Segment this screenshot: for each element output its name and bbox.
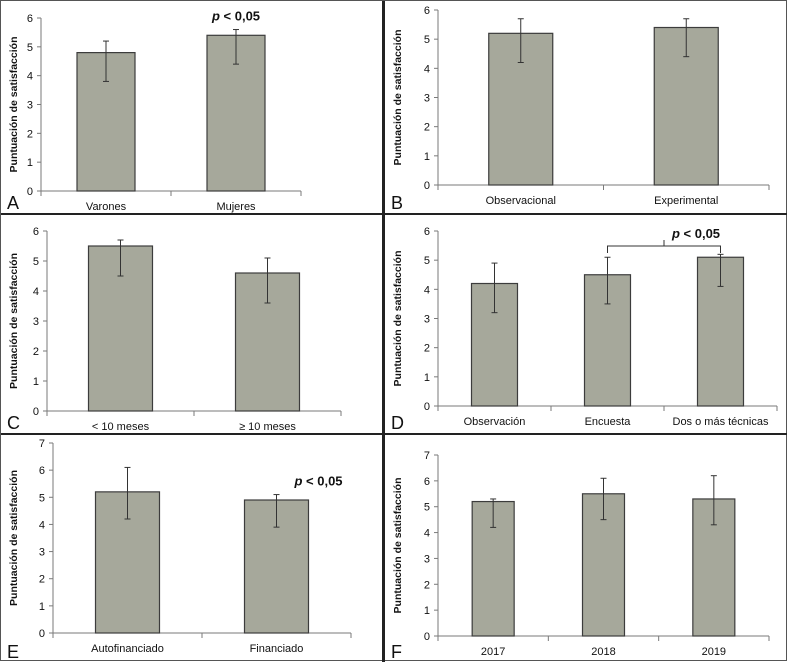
- y-tick-label: 6: [33, 226, 39, 238]
- panel-letter: E: [7, 642, 19, 662]
- y-tick-label: 3: [424, 553, 430, 565]
- chart-svg: 0 1 2 3 4 5 6 7 Puntuación de satisfacción 2017 20…: [391, 450, 770, 662]
- y-tick-label: 6: [424, 226, 430, 238]
- y-tick-label: 7: [424, 450, 430, 462]
- y-tick-label: 4: [424, 63, 430, 75]
- y-tick-label: 4: [424, 528, 430, 540]
- y-tick-label: 1: [39, 601, 45, 613]
- y-axis-label: Puntuación de satisfacción: [392, 251, 404, 387]
- y-tick-label: 1: [27, 157, 33, 169]
- category-label: Mujeres: [216, 201, 256, 213]
- y-tick-label: 7: [39, 438, 45, 450]
- category-label: 2018: [591, 646, 615, 658]
- y-tick-label: 4: [424, 284, 430, 296]
- category-label: Dos o más técnicas: [673, 416, 769, 428]
- chart-svg: 0 1 2 3 4 5 6 Puntuación de satisfacción Observa…: [391, 226, 778, 433]
- panel-letter: F: [391, 642, 402, 662]
- y-axis-label: Puntuación de satisfacción: [8, 470, 20, 606]
- vertical-divider: [382, 1, 385, 662]
- panel-letter: B: [391, 193, 403, 213]
- y-tick-label: 1: [424, 372, 430, 384]
- y-tick-label: 5: [33, 256, 39, 268]
- category-label: 2019: [702, 646, 726, 658]
- category-label: < 10 meses: [92, 421, 150, 433]
- chart-svg: 0 1 2 3 4 5 6 Puntuación de satisfacción < 10 me…: [7, 226, 342, 433]
- y-tick-label: 5: [424, 255, 430, 267]
- y-tick-label: 2: [424, 122, 430, 134]
- chart-svg: 0 1 2 3 4 5 6 Puntuación de satisfacción Varones…: [7, 9, 302, 213]
- y-tick-label: 1: [424, 605, 430, 617]
- y-tick-label: 2: [424, 579, 430, 591]
- y-tick-label: 3: [33, 316, 39, 328]
- horizontal-divider-1: [1, 213, 787, 215]
- category-label: Encuesta: [585, 416, 632, 428]
- y-tick-label: 2: [424, 343, 430, 355]
- category-label: Observacional: [486, 195, 556, 207]
- panel-f: 0 1 2 3 4 5 6 7 Puntuación de satisfacción 2017 20…: [385, 435, 787, 662]
- y-axis-label: Puntuación de satisfacción: [392, 30, 404, 166]
- y-tick-label: 6: [424, 476, 430, 488]
- panel-a: 0 1 2 3 4 5 6 Puntuación de satisfacción Varones…: [1, 1, 382, 213]
- y-tick-label: 6: [424, 5, 430, 17]
- panel-b: 0 1 2 3 4 5 6 Puntuación de satisfacción Observa…: [385, 1, 787, 213]
- panel-letter: A: [7, 193, 19, 213]
- y-axis-label: Puntuación de satisfacción: [392, 478, 404, 614]
- significance-bracket: [607, 240, 721, 253]
- y-tick-label: 0: [424, 401, 430, 413]
- y-tick-label: 2: [33, 346, 39, 358]
- category-label: Financiado: [250, 643, 304, 655]
- panel-letter: C: [7, 413, 20, 433]
- chart-svg: 0 1 2 3 4 5 6 7 Puntuación de satisfacción Autofi…: [7, 438, 352, 662]
- y-tick-label: 4: [33, 286, 39, 298]
- y-tick-label: 4: [27, 71, 33, 83]
- y-tick-label: 0: [33, 406, 39, 418]
- category-label: Observación: [464, 416, 526, 428]
- y-tick-label: 2: [27, 128, 33, 140]
- y-tick-label: 6: [27, 13, 33, 25]
- panel-e: 0 1 2 3 4 5 6 7 Puntuación de satisfacción Autofi…: [1, 435, 382, 662]
- category-label: Varones: [86, 201, 127, 213]
- y-tick-label: 6: [39, 465, 45, 477]
- y-tick-label: 0: [424, 631, 430, 643]
- y-tick-label: 3: [27, 100, 33, 112]
- y-tick-label: 1: [424, 151, 430, 163]
- y-tick-label: 5: [424, 502, 430, 514]
- category-label: Autofinanciado: [91, 643, 164, 655]
- y-tick-label: 5: [27, 42, 33, 54]
- y-tick-label: 4: [39, 519, 45, 531]
- y-tick-label: 5: [39, 492, 45, 504]
- y-tick-label: 3: [39, 547, 45, 559]
- panel-c: 0 1 2 3 4 5 6 Puntuación de satisfacción < 10 me…: [1, 215, 382, 433]
- horizontal-divider-2: [1, 433, 787, 435]
- y-tick-label: 3: [424, 93, 430, 105]
- y-axis-label: Puntuación de satisfacción: [8, 37, 20, 173]
- y-tick-label: 0: [424, 180, 430, 192]
- significance-annotation: p < 0,05: [211, 9, 260, 24]
- y-tick-label: 2: [39, 574, 45, 586]
- y-tick-label: 0: [27, 186, 33, 198]
- y-tick-label: 0: [39, 628, 45, 640]
- chart-svg: 0 1 2 3 4 5 6 Puntuación de satisfacción Observa…: [391, 5, 770, 213]
- significance-annotation: p < 0,05: [671, 226, 720, 241]
- panel-d: 0 1 2 3 4 5 6 Puntuación de satisfacción Observa…: [385, 215, 787, 433]
- category-label: Experimental: [654, 195, 718, 207]
- y-tick-label: 3: [424, 314, 430, 326]
- y-tick-label: 1: [33, 376, 39, 388]
- category-label: 2017: [481, 646, 505, 658]
- significance-annotation: p < 0,05: [293, 474, 342, 489]
- y-tick-label: 5: [424, 34, 430, 46]
- y-axis-label: Puntuación de satisfacción: [8, 253, 20, 389]
- panel-letter: D: [391, 413, 404, 433]
- category-label: ≥ 10 meses: [239, 421, 296, 433]
